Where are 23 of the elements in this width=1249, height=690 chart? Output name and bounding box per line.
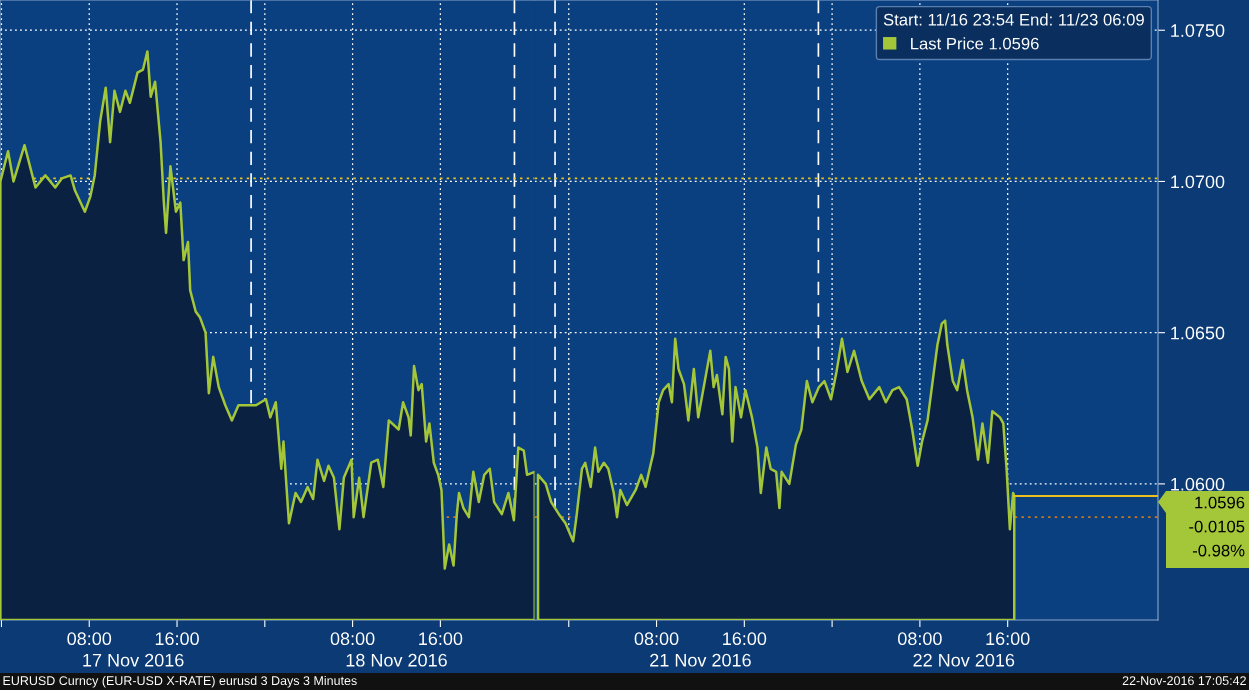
x-tick-label: 08:00	[634, 632, 679, 646]
x-tick-label: 16:00	[419, 632, 463, 646]
legend-title: Start: 11/16 23:54 End: 11/23 06:09	[883, 13, 1144, 26]
text: 22-Nov-2016 17:05:42	[1122, 676, 1246, 686]
y-tick-label: 1.0600	[1171, 477, 1225, 491]
x2-tick-label: 18 Nov 2016	[346, 653, 447, 667]
text: EURUSD Curncy (EUR-USD X-RATE) eurusd 3 Days 3 Minutes	[3, 675, 357, 688]
text: -0.98%	[1192, 544, 1245, 557]
y-tick-label: 1.0650	[1171, 326, 1225, 340]
x2-tick-label: 22 Nov 2016	[913, 653, 1015, 667]
x-tick-label: 16:00	[986, 632, 1030, 646]
x-tick-label: 08:00	[898, 632, 942, 646]
x-tick-label: 16:00	[723, 632, 767, 646]
text: -0.0105	[1189, 520, 1245, 533]
x2-tick-label: 17 Nov 2016	[83, 653, 184, 667]
y-tick-label: 1.0700	[1171, 175, 1225, 189]
x-tick-label: 16:00	[155, 632, 199, 646]
x2-tick-label: 21 Nov 2016	[650, 653, 751, 667]
x-tick-label: 08:00	[330, 632, 375, 646]
y-tick-label: 1.0750	[1171, 24, 1225, 37]
legend-label: Last Price 1.0596	[911, 37, 1039, 50]
text: 1.0596	[1195, 496, 1245, 509]
x-tick-label: 08:00	[67, 632, 112, 646]
